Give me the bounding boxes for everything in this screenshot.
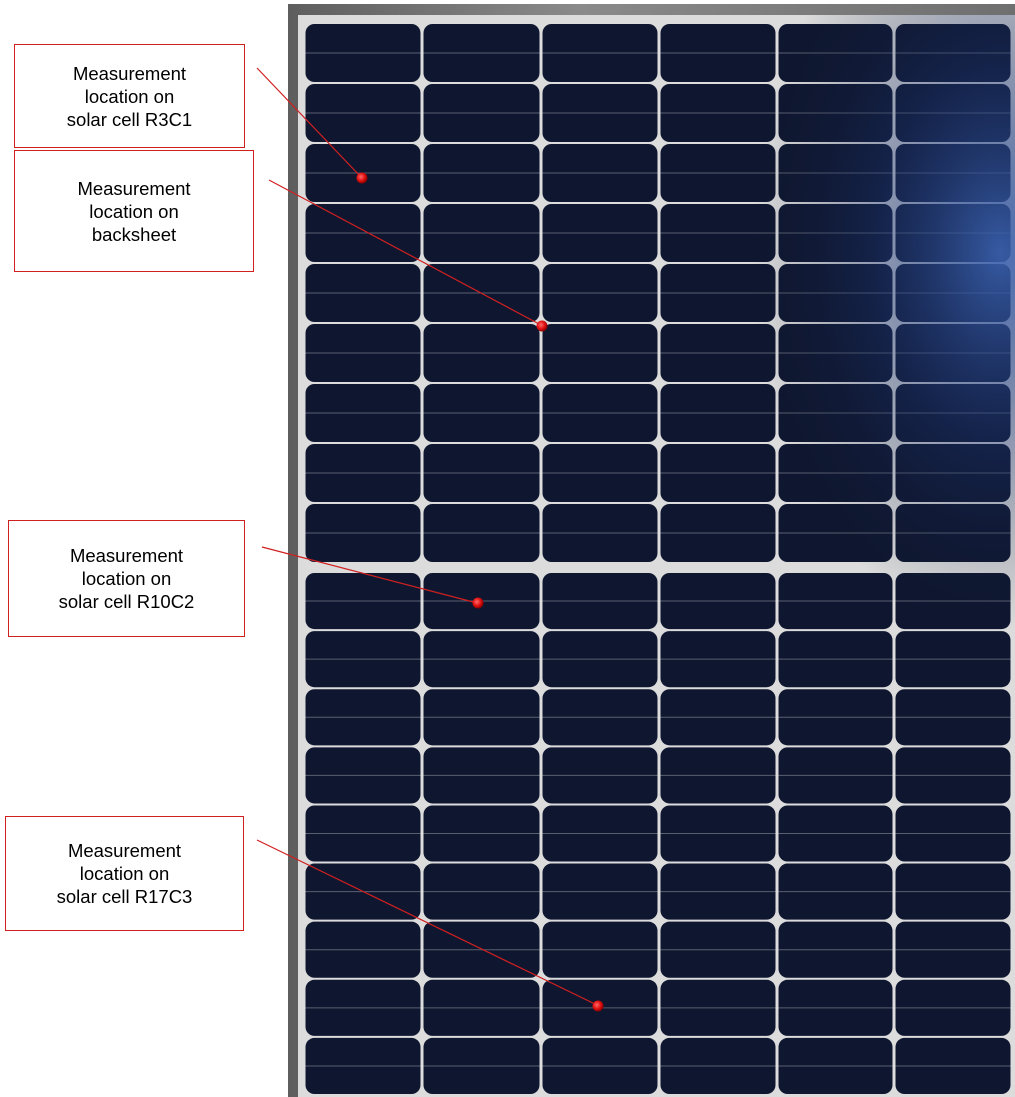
cell-array (298, 15, 1015, 1097)
annotation-line: location on (84, 85, 175, 107)
annotation-r3c1: Measurement location on solar cell R3C1 (14, 44, 245, 148)
annotation-backsheet: Measurement location on backsheet (14, 150, 254, 272)
annotation-r10c2: Measurement location on solar cell R10C2 (8, 520, 245, 637)
annotation-line: location on (81, 568, 172, 589)
solar-module (298, 15, 1015, 1097)
light-glare (298, 15, 1015, 1097)
annotation-r17c3: Measurement location on solar cell R17C3 (5, 816, 244, 931)
annotation-line: backsheet (91, 223, 177, 245)
annotation-line: solar cell R17C3 (56, 886, 193, 907)
annotation-line: solar cell R10C2 (58, 591, 195, 612)
annotation-line: location on (89, 200, 179, 222)
annotation-line: Measurement (77, 177, 191, 199)
annotation-line: solar cell R3C1 (66, 108, 193, 130)
annotation-line: location on (79, 863, 170, 884)
annotation-line: Measurement (69, 545, 184, 566)
annotation-line: Measurement (67, 840, 182, 861)
annotation-line: Measurement (72, 62, 187, 84)
